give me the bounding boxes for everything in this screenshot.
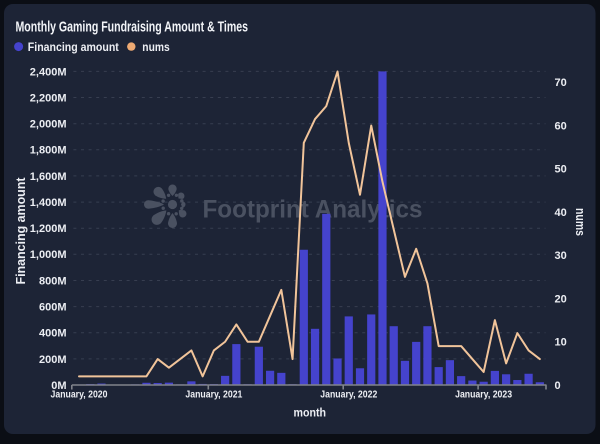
svg-text:Financing amount: Financing amount [13, 177, 28, 285]
svg-text:Financing amount: Financing amount [28, 42, 119, 54]
svg-text:January, 2021: January, 2021 [185, 390, 242, 401]
svg-text:1,600M: 1,600M [30, 171, 67, 183]
svg-text:1,000M: 1,000M [30, 249, 67, 261]
svg-text:Monthly Gaming Fundraising Amo: Monthly Gaming Fundraising Amount & Time… [16, 19, 249, 35]
svg-text:40: 40 [555, 207, 567, 219]
svg-text:month: month [294, 408, 327, 420]
svg-text:January, 2022: January, 2022 [320, 390, 377, 401]
svg-text:2,400M: 2,400M [30, 66, 67, 78]
svg-text:50: 50 [555, 164, 567, 176]
svg-text:800M: 800M [39, 275, 67, 287]
svg-text:January, 2020: January, 2020 [51, 390, 108, 401]
svg-text:70: 70 [555, 77, 567, 89]
svg-text:1,200M: 1,200M [30, 223, 67, 235]
svg-text:1,400M: 1,400M [30, 197, 67, 209]
svg-text:2,000M: 2,000M [30, 119, 67, 131]
svg-text:1,800M: 1,800M [30, 145, 67, 157]
svg-text:400M: 400M [39, 328, 67, 340]
svg-text:30: 30 [555, 250, 567, 262]
svg-text:January, 2023: January, 2023 [455, 390, 512, 401]
svg-text:0: 0 [555, 380, 561, 392]
svg-text:nums: nums [573, 208, 587, 236]
svg-text:60: 60 [555, 121, 567, 133]
svg-text:nums: nums [142, 40, 170, 54]
svg-text:200M: 200M [39, 354, 67, 366]
svg-text:20: 20 [555, 293, 567, 305]
svg-text:2,200M: 2,200M [30, 92, 67, 104]
svg-text:600M: 600M [39, 302, 67, 314]
svg-text:10: 10 [555, 337, 567, 349]
